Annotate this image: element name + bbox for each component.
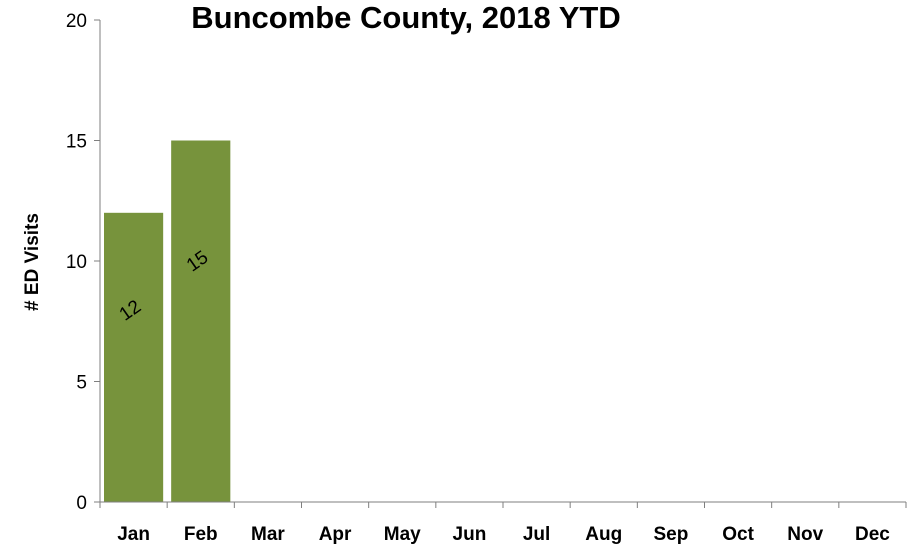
y-axis-label: # ED Visits: [22, 213, 43, 311]
x-tick-label: Mar: [251, 524, 285, 545]
y-tick-label: 5: [76, 373, 87, 394]
x-tick-label: Apr: [319, 524, 352, 545]
x-ticks: Jan Feb Mar Apr May Jun Jul Aug Sep Oct Nov Dec: [99, 502, 907, 545]
y-ticks: 0 5 10 15 20: [66, 11, 100, 514]
x-tick-label: Feb: [184, 524, 218, 545]
x-tick-label: Jan: [117, 524, 150, 545]
x-tick-label: Aug: [585, 524, 622, 545]
bar-group: [104, 140, 231, 503]
x-tick-label: Jun: [453, 524, 487, 545]
bar: [171, 140, 231, 502]
y-tick-label: 10: [66, 252, 87, 273]
y-tick-label: 15: [66, 132, 87, 153]
x-tick-label: Oct: [722, 524, 754, 545]
x-tick-label: Dec: [855, 524, 890, 545]
bar: [104, 212, 164, 503]
x-tick-label: Jul: [523, 524, 550, 545]
chart-title: Buncombe County, 2018 YTD: [191, 0, 621, 35]
x-tick-label: Sep: [653, 524, 688, 545]
x-tick-label: Nov: [787, 524, 823, 545]
y-tick-label: 20: [66, 11, 87, 32]
x-tick-label: May: [384, 524, 421, 545]
y-tick-label: 0: [76, 493, 87, 514]
